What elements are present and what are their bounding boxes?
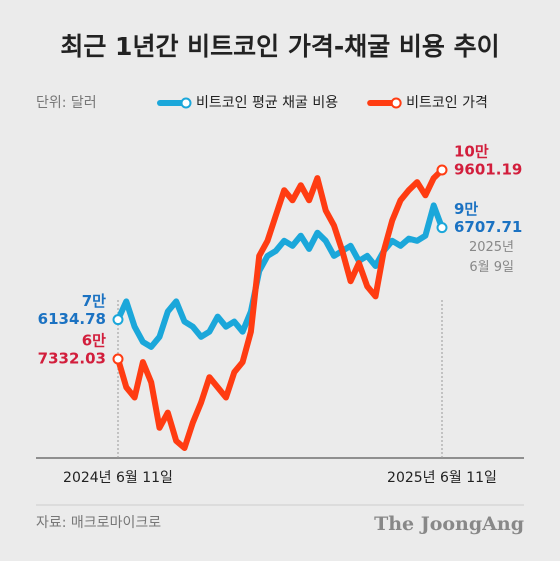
value-label: 9601.19 [454,161,522,179]
series-line [115,167,445,451]
value-label: 6134.78 [38,310,106,328]
end-marker [436,164,448,176]
legend-marker [390,97,402,109]
legend-label: 비트코인 평균 채굴 비용 [196,95,338,111]
annotation: 2025년 [469,240,514,255]
value-label: 6707.71 [454,218,522,236]
value-label: 7332.03 [38,350,106,368]
annotation: 6월 9일 [469,260,514,275]
legend-label: 비트코인 가격 [406,95,488,111]
legend-marker [180,97,192,109]
end-marker [112,314,124,326]
chart-title: 최근 1년간 비트코인 가격-채굴 비용 추이 [60,32,499,61]
unit-label: 단위: 달러 [36,95,97,111]
end-marker [436,222,448,234]
x-tick-label: 2024년 6월 11일 [63,470,173,486]
value-label: 7만 [82,292,106,310]
value-label: 6만 [82,332,106,350]
x-tick-label: 2025년 6월 11일 [387,470,497,486]
source: 자료: 매크로마이크로 [36,515,161,531]
end-marker [112,353,124,365]
value-label: 10만 [454,143,489,161]
value-label: 9만 [454,200,478,218]
logo: The JoongAng [374,513,524,535]
